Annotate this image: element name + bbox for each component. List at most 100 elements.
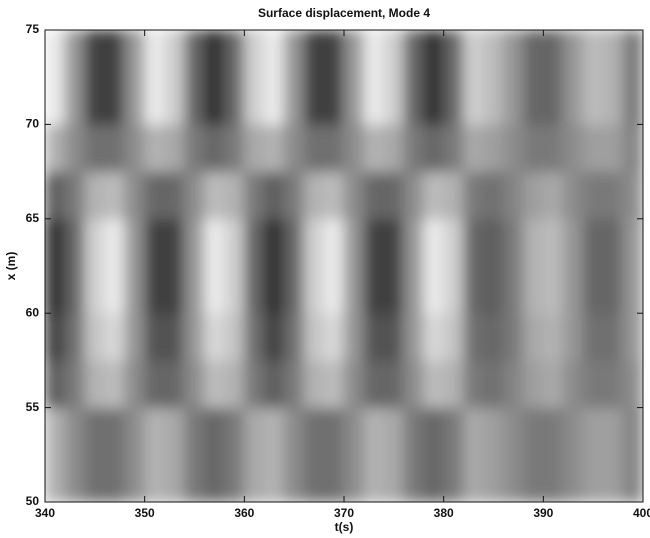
heatmap-cell [622, 312, 643, 361]
y-tick-label: 75 [26, 22, 40, 36]
y-tick-label: 55 [26, 400, 40, 414]
heatmap-cell [383, 30, 405, 78]
heatmap-cell [184, 123, 205, 173]
heatmap-cell [323, 407, 345, 456]
heatmap-cell [343, 359, 365, 409]
heatmap-cell [263, 265, 285, 314]
heatmap-cell [483, 407, 504, 456]
heatmap-cell [84, 76, 106, 125]
heatmap-cell [144, 359, 166, 409]
chart-title: Surface displacement, Mode 4 [258, 6, 430, 20]
heatmap-cell [403, 265, 425, 314]
heatmap-cell [64, 312, 86, 361]
heatmap-cell [104, 123, 126, 173]
heatmap-cell [343, 123, 365, 173]
heatmap-cell [443, 454, 465, 502]
heatmap-cell [463, 312, 485, 361]
heatmap-cell [542, 218, 564, 267]
heatmap-cell [522, 30, 544, 78]
heatmap-cell [622, 407, 643, 456]
heatmap-cell [423, 76, 445, 125]
heatmap-cell [323, 123, 345, 173]
heatmap-cell [483, 123, 504, 173]
heatmap-cell [582, 123, 604, 173]
heatmap-cell [303, 407, 325, 456]
heatmap-cell [423, 30, 445, 78]
heatmap-cell [542, 312, 564, 361]
heatmap-cell [243, 454, 265, 502]
heatmap-cell [483, 218, 504, 267]
heatmap-cell [443, 265, 465, 314]
heatmap-cell [582, 407, 604, 456]
heatmap-cell [363, 171, 385, 220]
heatmap-cell [423, 407, 445, 456]
heatmap-cell [263, 123, 285, 173]
heatmap-cell [463, 265, 485, 314]
heatmap-cell [164, 265, 186, 314]
heatmap-cell [323, 359, 345, 409]
heatmap-cell [423, 454, 445, 502]
heatmap-cell [622, 265, 643, 314]
heatmap-cell [303, 454, 325, 502]
heatmap-cell [243, 171, 265, 220]
heatmap-cell [423, 218, 445, 267]
heatmap-cell [443, 171, 465, 220]
heatmap-cell [203, 265, 225, 314]
heatmap-cell [463, 359, 485, 409]
heatmap-cell [443, 123, 465, 173]
heatmap-cell [64, 218, 86, 267]
heatmap-cell [144, 312, 166, 361]
heatmap-cell [542, 76, 564, 125]
heatmap-cell [582, 218, 604, 267]
x-tick-label: 370 [334, 506, 354, 520]
heatmap-cell [303, 30, 325, 78]
heatmap-cell [363, 454, 385, 502]
heatmap-cell [383, 218, 405, 267]
heatmap-cell [423, 171, 445, 220]
heatmap-cell [303, 123, 325, 173]
heatmap-cell [343, 312, 365, 361]
heatmap-cell [164, 454, 186, 502]
heatmap-cell [323, 171, 345, 220]
heatmap-cell [403, 30, 425, 78]
heatmap-cell [522, 454, 544, 502]
heatmap-cell [403, 359, 425, 409]
heatmap-cell [383, 171, 405, 220]
heatmap-cell [184, 76, 205, 125]
heatmap-cell [203, 218, 225, 267]
heatmap-cell [542, 123, 564, 173]
y-tick-label: 70 [26, 117, 40, 131]
heatmap-cell [283, 171, 305, 220]
heatmap-cell [203, 30, 225, 78]
heatmap-cell [243, 265, 265, 314]
heatmap-cell [363, 407, 385, 456]
heatmap-cell [463, 171, 485, 220]
heatmap-cell [582, 454, 604, 502]
heatmap-cell [303, 359, 325, 409]
heatmap-cell [303, 265, 325, 314]
heatmap-cell [522, 312, 544, 361]
heatmap-cell [502, 407, 524, 456]
heatmap-cell [363, 312, 385, 361]
heatmap-cell [184, 30, 205, 78]
heatmap-cell [363, 76, 385, 125]
heatmap-cell [562, 407, 584, 456]
heatmap-cell [542, 359, 564, 409]
heatmap-cell [203, 359, 225, 409]
heatmap-cell [483, 265, 504, 314]
heatmap-cell [223, 218, 245, 267]
heatmap-cell [522, 359, 544, 409]
heatmap-cell [502, 30, 524, 78]
heatmap-cell [104, 454, 126, 502]
heatmap-cell [383, 123, 405, 173]
heatmap-cell [483, 30, 504, 78]
heatmap-cell [243, 123, 265, 173]
heatmap-cell [582, 76, 604, 125]
heatmap-cell [542, 30, 564, 78]
heatmap-cell [502, 359, 524, 409]
heatmap-cell [124, 265, 146, 314]
heatmap-cell [223, 171, 245, 220]
heatmap-cell [45, 312, 66, 361]
heatmap-cell [223, 30, 245, 78]
